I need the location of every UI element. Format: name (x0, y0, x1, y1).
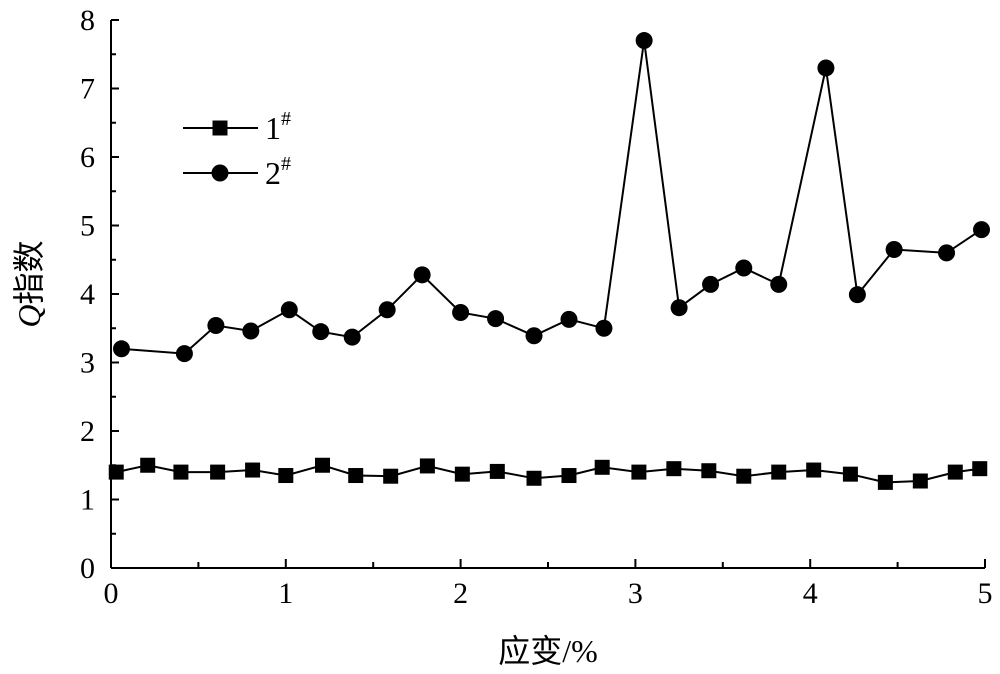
series-2-point (938, 244, 956, 262)
x-tick-label: 2 (453, 577, 468, 610)
y-tick-label: 7 (80, 73, 95, 106)
series-1-point (771, 464, 787, 480)
series-1-point (736, 468, 752, 484)
series-2-point (848, 286, 866, 304)
x-tick-label: 0 (104, 577, 119, 610)
y-axis-title: Q指数 (11, 240, 47, 327)
series-1-point (278, 468, 294, 484)
x-tick-label: 3 (628, 577, 643, 610)
series-2-point (378, 301, 396, 319)
series-1-point (701, 463, 717, 479)
series-1-point (210, 464, 226, 480)
y-tick-label: 3 (80, 347, 95, 380)
series-2-point (312, 323, 330, 341)
series-1-point (806, 462, 822, 478)
x-axis-title: 应变/% (498, 633, 598, 669)
series-1-point (666, 461, 682, 477)
series-2-point (560, 310, 578, 328)
series-2-point (735, 259, 753, 277)
y-tick-label: 5 (80, 210, 95, 243)
legend-label: 1# (265, 108, 291, 146)
series-1-point (526, 470, 542, 486)
series-1-point (315, 457, 331, 473)
x-tick-label: 1 (278, 577, 293, 610)
series-1-point (383, 468, 399, 484)
y-tick-label: 0 (80, 552, 95, 585)
series-1-point (348, 468, 364, 484)
series-layer (108, 32, 991, 490)
series-2-point (702, 275, 720, 293)
series-2-point (242, 322, 260, 340)
series-1-point (489, 463, 505, 479)
y-tick-label: 4 (80, 278, 95, 311)
series-2-point (413, 266, 431, 284)
series-2-point (670, 299, 688, 317)
series-1-point (173, 464, 189, 480)
series-2-point (452, 303, 470, 321)
y-axis-title-text: 指数 (11, 240, 47, 304)
series-2-point (595, 319, 613, 337)
legend-item-1: 1# (183, 108, 291, 146)
series-2-point (973, 221, 991, 239)
series-2-point (112, 340, 130, 358)
legend-marker (212, 120, 228, 136)
x-tick-label: 5 (978, 577, 993, 610)
series-1-point (245, 462, 261, 478)
legend-item-2: 2# (183, 153, 291, 191)
y-tick-label: 1 (80, 484, 95, 517)
series-1-point (947, 464, 963, 480)
series-2-point (770, 275, 788, 293)
legend-marker (211, 164, 229, 182)
series-2-point (635, 32, 653, 50)
x-tick-label: 4 (803, 577, 818, 610)
series-2-point (885, 240, 903, 258)
series-1-point (561, 468, 577, 484)
series-2-point (175, 345, 193, 363)
series-2-point (487, 310, 505, 328)
series-2 (112, 32, 991, 363)
series-2-point (280, 301, 298, 319)
series-1 (108, 457, 988, 490)
ticks: 0 1 2 3 4 5 6 7 8 0 1 2 3 4 5 (80, 4, 993, 610)
legend: 1#2# (183, 108, 291, 191)
series-1-point (877, 474, 893, 490)
series-1-point (594, 459, 610, 475)
series-1-point (419, 458, 435, 474)
series-1-point (108, 464, 124, 480)
series-1-point (842, 466, 858, 482)
series-2-point (343, 328, 361, 346)
legend-label: 2# (265, 153, 291, 191)
series-2-point (817, 59, 835, 77)
series-1-point (140, 457, 156, 473)
y-tick-label: 6 (80, 141, 95, 174)
series-1-point (631, 464, 647, 480)
series-2-point (525, 327, 543, 345)
y-tick-label: 8 (80, 4, 95, 37)
series-1-point (972, 461, 988, 477)
y-axis-title-italic: Q (11, 304, 47, 327)
series-2-point (207, 317, 225, 335)
series-2-line (121, 40, 983, 355)
y-tick-label: 2 (80, 415, 95, 448)
series-1-point (912, 473, 928, 489)
series-1-point (454, 466, 470, 482)
